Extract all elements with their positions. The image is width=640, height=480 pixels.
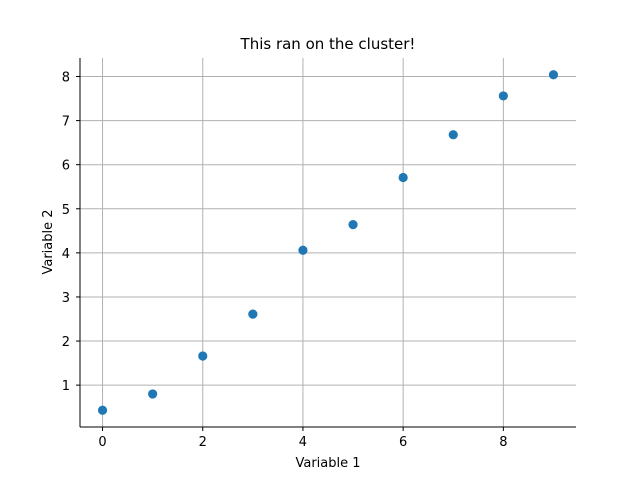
y-tick-label: 4	[62, 247, 70, 262]
data-point	[448, 130, 458, 140]
y-tick-label: 1	[62, 379, 70, 394]
data-points	[97, 70, 559, 415]
x-tick-label: 4	[299, 435, 307, 450]
y-tick-label: 3	[62, 291, 70, 306]
y-tick-label: 7	[62, 115, 70, 130]
y-tick-label: 5	[62, 203, 70, 218]
data-point	[298, 245, 308, 255]
data-point	[198, 351, 208, 361]
data-point	[148, 389, 158, 399]
x-tick-label: 0	[98, 435, 106, 450]
y-tick-label: 2	[62, 335, 70, 350]
x-tick-label: 8	[499, 435, 507, 450]
y-tick-label: 6	[62, 159, 70, 174]
data-point	[348, 220, 358, 230]
x-axis-ticks: 0 2 4 6 8	[98, 427, 507, 450]
x-tick-label: 2	[199, 435, 207, 450]
data-point	[398, 172, 408, 183]
grid-lines	[80, 58, 576, 427]
data-point	[548, 70, 559, 80]
axes	[79, 58, 576, 428]
x-axis-label: Variable 1	[295, 456, 360, 471]
data-point	[248, 309, 258, 319]
data-point	[498, 91, 508, 101]
y-tick-label: 8	[62, 71, 70, 86]
data-point	[97, 405, 108, 415]
y-axis-label: Variable 2	[41, 209, 56, 274]
y-axis-ticks: 1 2 3 4 5 6 7 8	[62, 71, 80, 394]
x-tick-label: 6	[399, 435, 407, 450]
chart-title: This ran on the cluster!	[240, 35, 416, 53]
